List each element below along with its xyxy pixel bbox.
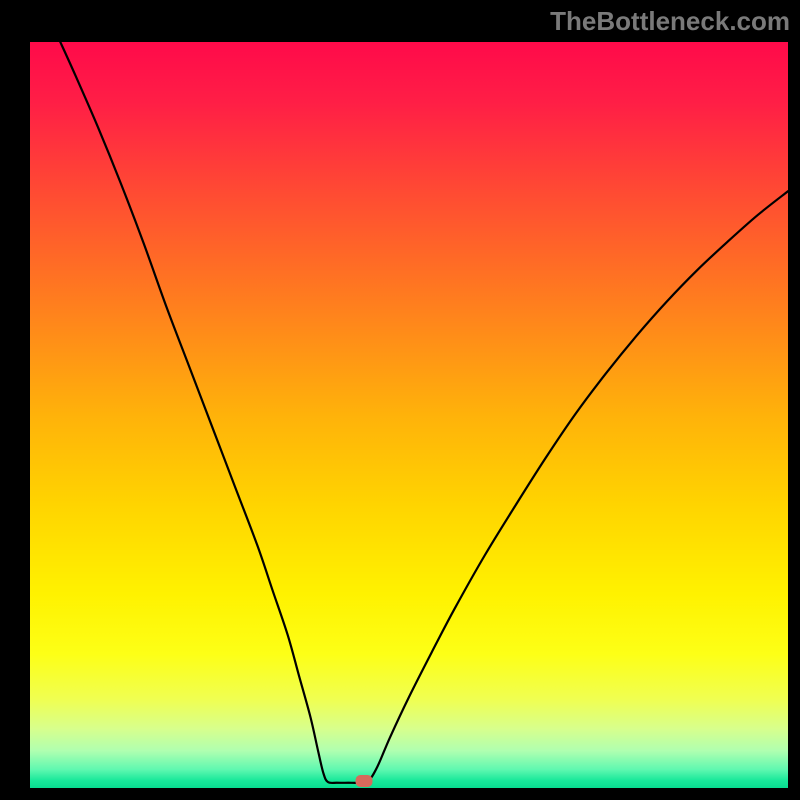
optimal-marker bbox=[355, 775, 372, 787]
watermark-text: TheBottleneck.com bbox=[550, 6, 790, 37]
plot-svg bbox=[30, 42, 788, 788]
plot-area bbox=[30, 42, 788, 788]
plot-background bbox=[30, 42, 788, 788]
